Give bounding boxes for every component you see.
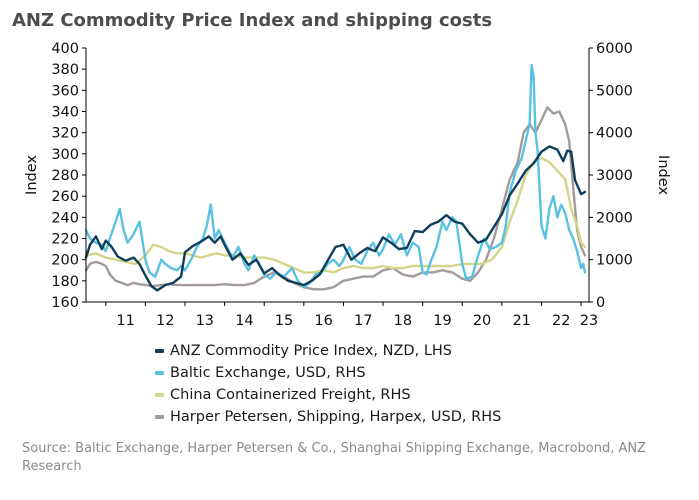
- series-line-harper-petersen-shipping-harpex-usd-rhs: [84, 106, 587, 291]
- y-left-tick-label: 160: [51, 295, 79, 311]
- y-left-tick-label: 240: [51, 210, 79, 226]
- y-left-tick-label: 320: [51, 126, 79, 142]
- chart-canvas: 1601802002202402602803003203403603804000…: [24, 41, 671, 329]
- y-left-tick-label: 300: [51, 147, 79, 163]
- y-right-tick-label: 4000: [596, 126, 633, 142]
- legend-label: China Containerized Freight, RHS: [170, 387, 411, 403]
- chart-title: ANZ Commodity Price Index and shipping c…: [12, 10, 493, 31]
- y-right-tick-label: 6000: [596, 41, 633, 57]
- y-left-tick-label: 380: [51, 62, 79, 78]
- legend-label: Baltic Exchange, USD, RHS: [170, 365, 366, 381]
- legend-swatch: [155, 349, 164, 353]
- x-tick-label: 21: [512, 313, 530, 329]
- y-left-tick-label: 200: [51, 253, 79, 269]
- series-line-anz-commodity-price-index-nzd-lhs: [84, 145, 587, 292]
- y-left-tick-label: 220: [51, 232, 79, 248]
- x-tick-label: 11: [116, 313, 134, 329]
- x-tick-label: 13: [196, 313, 214, 329]
- y-left-tick-label: 280: [51, 168, 79, 184]
- x-tick-label: 20: [473, 313, 491, 329]
- y-right-tick-label: 0: [596, 295, 605, 311]
- x-tick-label: 17: [354, 313, 372, 329]
- axes-group: 1601802002202402602803003203403603804000…: [24, 41, 671, 329]
- y-right-tick-label: 2000: [596, 210, 633, 226]
- x-tick-label: 12: [156, 313, 174, 329]
- y-right-tick-label: 5000: [596, 83, 633, 99]
- series-group: [84, 63, 587, 292]
- y-left-tick-label: 400: [51, 41, 79, 57]
- x-tick-label: 19: [433, 313, 451, 329]
- x-tick-label: 15: [275, 313, 293, 329]
- y-axis-right-title: Index: [655, 155, 671, 195]
- legend-swatch: [155, 415, 164, 419]
- source-note: Source: Baltic Exchange, Harper Petersen…: [22, 441, 647, 474]
- x-tick-label: 18: [394, 313, 412, 329]
- legend-label: ANZ Commodity Price Index, NZD, LHS: [170, 343, 452, 359]
- y-left-tick-label: 260: [51, 189, 79, 205]
- legend-item: China Containerized Freight, RHS: [155, 384, 501, 406]
- legend-item: Baltic Exchange, USD, RHS: [155, 362, 501, 384]
- legend-swatch: [155, 371, 164, 375]
- x-tick-label: 16: [314, 313, 332, 329]
- y-left-tick-label: 360: [51, 83, 79, 99]
- x-tick-label: 14: [235, 313, 253, 329]
- series-line-baltic-exchange-usd-rhs: [84, 63, 587, 289]
- legend-swatch: [155, 393, 164, 397]
- y-left-tick-label: 340: [51, 105, 79, 121]
- y-right-tick-label: 3000: [596, 168, 633, 184]
- y-axis-left-title: Index: [24, 155, 40, 195]
- legend-label: Harper Petersen, Shipping, Harpex, USD, …: [170, 409, 502, 425]
- y-right-tick-label: 1000: [596, 253, 633, 269]
- series-line-china-containerized-freight-rhs: [84, 156, 587, 274]
- legend: ANZ Commodity Price Index, NZD, LHS Balti…: [155, 340, 501, 428]
- x-tick-label: 22: [552, 313, 570, 329]
- x-tick-label: 23: [580, 313, 598, 329]
- y-left-tick-label: 180: [51, 274, 79, 290]
- legend-item: Harper Petersen, Shipping, Harpex, USD, …: [155, 406, 501, 428]
- legend-item: ANZ Commodity Price Index, NZD, LHS: [155, 340, 501, 362]
